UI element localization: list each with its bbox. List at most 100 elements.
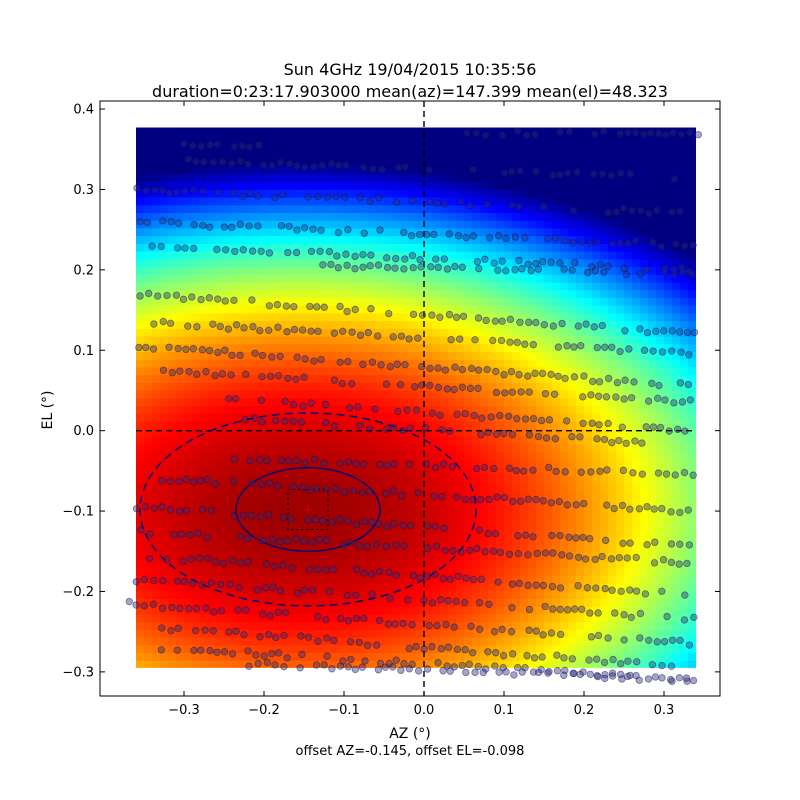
heatmap-cell	[600, 521, 609, 530]
heatmap-cell	[152, 258, 161, 268]
heatmap-cell	[640, 606, 649, 615]
heatmap-cell	[552, 127, 561, 136]
heatmap-cell	[192, 613, 201, 623]
heatmap-cell	[176, 343, 185, 352]
heatmap-cell	[312, 127, 321, 136]
heatmap-cell	[352, 444, 361, 453]
heatmap-cell	[432, 289, 441, 298]
heatmap-cell	[184, 142, 193, 152]
heatmap-cell	[208, 613, 217, 623]
heatmap-cell	[688, 235, 696, 244]
heatmap-cell	[568, 606, 577, 615]
heatmap-cell	[160, 366, 169, 376]
heatmap-cell	[152, 173, 161, 183]
heatmap-cell	[400, 490, 409, 499]
heatmap-cell	[352, 397, 361, 407]
heatmap-cell	[448, 590, 457, 599]
heatmap-cell	[192, 636, 201, 646]
heatmap-cell	[328, 266, 337, 275]
heatmap-cell	[600, 606, 609, 615]
heatmap-cell	[664, 382, 673, 391]
heatmap-cell	[336, 389, 345, 399]
heatmap-cell	[664, 166, 673, 175]
heatmap-cell	[144, 251, 153, 260]
heatmap-cell	[584, 150, 593, 160]
heatmap-cell	[384, 173, 393, 183]
heatmap-cell	[416, 374, 425, 383]
heatmap-cell	[400, 173, 409, 183]
heatmap-cell	[344, 490, 353, 499]
heatmap-cell	[240, 644, 249, 654]
heatmap-cell	[688, 274, 696, 283]
heatmap-cell	[432, 451, 441, 461]
heatmap-cell	[336, 544, 345, 553]
heatmap-cell	[640, 459, 649, 468]
heatmap-cell	[584, 621, 593, 630]
heatmap-cell	[344, 366, 353, 376]
heatmap-cell	[312, 405, 321, 414]
heatmap-cell	[160, 142, 169, 152]
heatmap-cell	[616, 505, 625, 515]
heatmap-cell	[656, 544, 665, 553]
heatmap-cell	[576, 521, 585, 530]
heatmap-cell	[640, 274, 649, 283]
heatmap-cell	[488, 505, 497, 515]
heatmap-cell	[648, 366, 657, 376]
heatmap-cell	[584, 227, 593, 237]
heatmap-cell	[576, 150, 585, 160]
heatmap-cell	[192, 166, 201, 175]
heatmap-cell	[584, 389, 593, 399]
heatmap-cell	[248, 312, 257, 322]
heatmap-cell	[240, 575, 249, 584]
heatmap-cell	[560, 644, 569, 654]
heatmap-cell	[568, 227, 577, 237]
heatmap-cell	[512, 235, 521, 244]
heatmap-cell	[480, 173, 489, 183]
heatmap-cell	[408, 505, 417, 515]
heatmap-cell	[584, 513, 593, 522]
heatmap-cell	[512, 227, 521, 237]
heatmap-cell	[328, 281, 337, 291]
heatmap-cell	[224, 212, 233, 221]
heatmap-cell	[344, 552, 353, 561]
heatmap-cell	[560, 451, 569, 461]
heatmap-cell	[616, 444, 625, 453]
heatmap-cell	[440, 197, 449, 206]
heatmap-cell	[656, 590, 665, 599]
heatmap-cell	[552, 428, 561, 437]
heatmap-cell	[600, 366, 609, 376]
heatmap-cell	[312, 636, 321, 646]
heatmap-cell	[208, 204, 217, 214]
heatmap-cell	[408, 351, 417, 360]
heatmap-cell	[552, 189, 561, 198]
heatmap-cell	[504, 567, 513, 576]
heatmap-cell	[640, 142, 649, 152]
heatmap-cell	[568, 590, 577, 599]
heatmap-cell	[496, 590, 505, 599]
heatmap-cell	[576, 621, 585, 630]
heatmap-cell	[152, 142, 161, 152]
heatmap-cell	[216, 413, 225, 422]
heatmap-cell	[336, 536, 345, 545]
heatmap-cell	[440, 629, 449, 638]
heatmap-cell	[584, 142, 593, 152]
heatmap-cell	[248, 498, 257, 507]
heatmap-cell	[488, 567, 497, 576]
heatmap-cell	[280, 135, 289, 144]
heatmap-cell	[592, 498, 601, 507]
heatmap-cell	[232, 204, 241, 214]
heatmap-cell	[440, 181, 449, 190]
heatmap-cell	[424, 235, 433, 244]
heatmap-cell	[152, 490, 161, 499]
heatmap-cell	[232, 312, 241, 322]
heatmap-cell	[368, 235, 377, 244]
heatmap-cell	[656, 212, 665, 221]
heatmap-cell	[560, 312, 569, 322]
heatmap-cell	[408, 227, 417, 237]
heatmap-cell	[560, 127, 569, 136]
scan-point	[626, 169, 634, 178]
heatmap-cell	[528, 420, 537, 430]
heatmap-cell	[672, 636, 681, 646]
heatmap-cell	[232, 166, 241, 175]
heatmap-cell	[320, 474, 329, 484]
